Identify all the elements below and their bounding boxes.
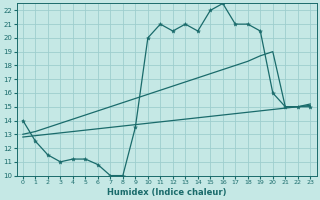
X-axis label: Humidex (Indice chaleur): Humidex (Indice chaleur) xyxy=(107,188,226,197)
